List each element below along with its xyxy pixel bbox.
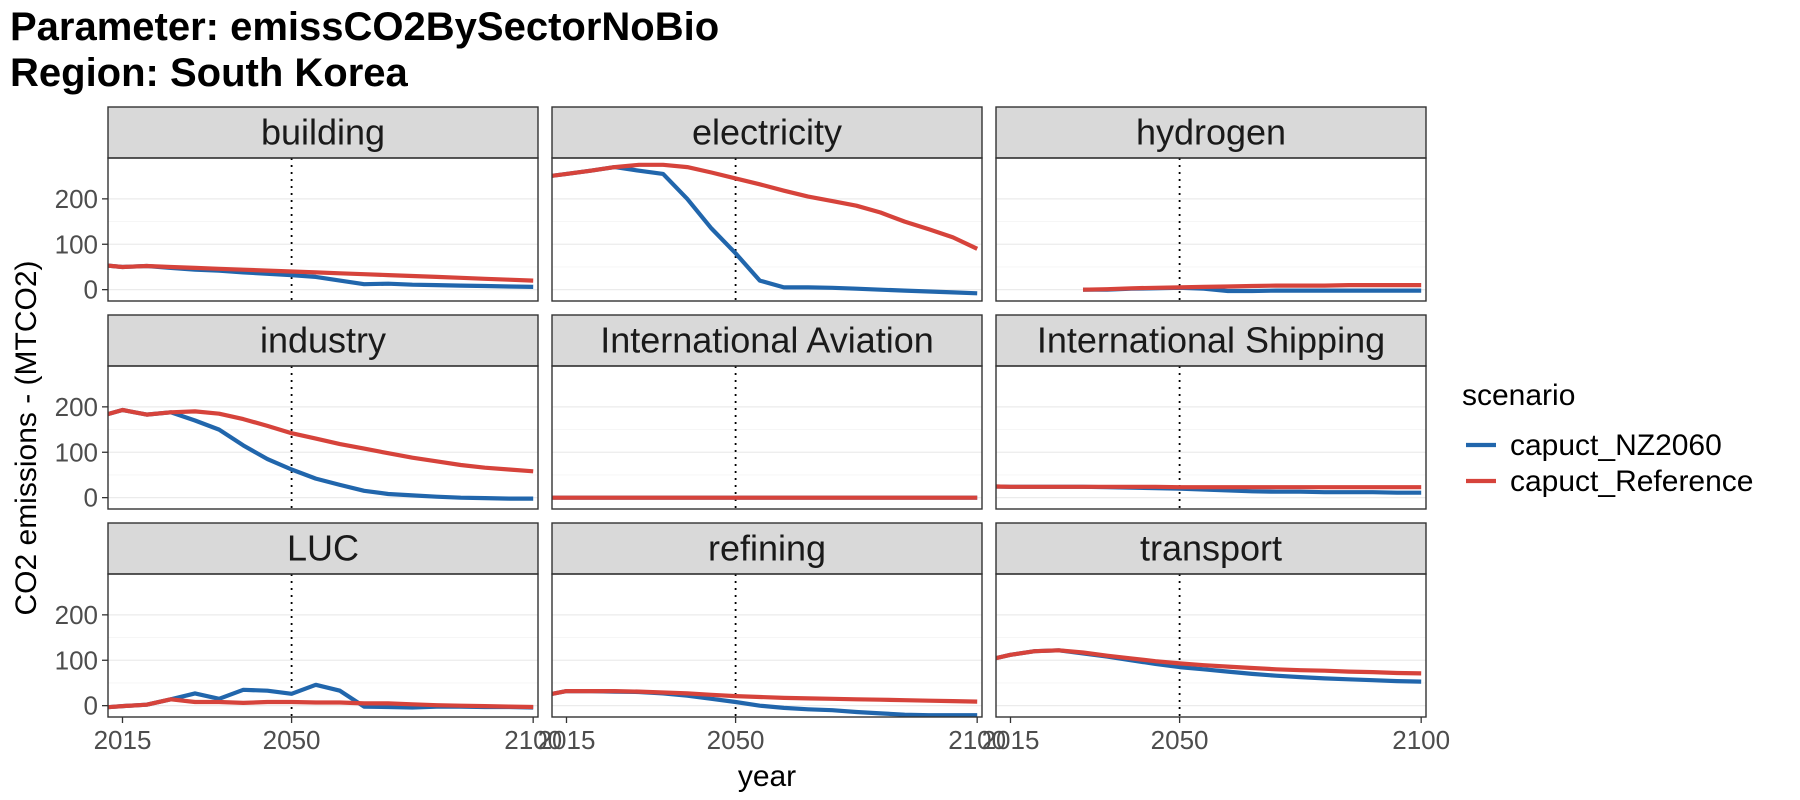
strip-label-hydrogen: hydrogen <box>1136 112 1286 153</box>
x-tick-label: 2050 <box>707 725 765 755</box>
series-group-hydrogen <box>1082 283 1422 294</box>
strip-label-industry: industry <box>260 320 386 361</box>
series-line-capuct-reference-industry <box>108 407 534 474</box>
y-tick-label: 100 <box>55 229 98 259</box>
panel-border-refining <box>551 573 983 718</box>
x-tick-label: 2050 <box>1151 725 1209 755</box>
panel-industry: industry 0 100 200 <box>55 314 539 513</box>
x-tick-label: 2100 <box>1392 725 1450 755</box>
panel-border-transport <box>995 573 1427 718</box>
x-axis-title: year <box>738 760 796 793</box>
series-group-luc <box>108 682 534 710</box>
x-tick-label: 2050 <box>263 725 321 755</box>
panel-border-hydrogen <box>995 157 1427 302</box>
panel-hydrogen: hydrogen <box>995 106 1427 302</box>
panel-international-aviation: International Aviation <box>551 314 983 510</box>
strip-hydrogen <box>995 106 1427 159</box>
panel-border-luc <box>107 573 539 718</box>
panel-border-electricity <box>551 157 983 302</box>
series-line-capuct-nz2060-refining <box>552 688 978 717</box>
y-tick-label: 0 <box>84 483 98 513</box>
panel-building: building 0 100 200 <box>55 106 539 305</box>
x-tick-label: 2015 <box>538 725 596 755</box>
legend-title: scenario <box>1462 379 1575 412</box>
panel-international-shipping: International Shipping <box>995 314 1427 510</box>
strip-label-international-aviation: International Aviation <box>600 320 934 361</box>
series-group-building <box>108 263 534 289</box>
series-line-capuct-reference-refining <box>552 688 978 704</box>
y-axis-title: CO2 emissions - (MTCO2) <box>10 260 43 615</box>
panel-electricity: electricity <box>551 106 983 302</box>
panel-border-building <box>107 157 539 302</box>
series-line-capuct-reference-luc <box>108 697 534 710</box>
legend-label-capuct-nz2060: capuct_NZ2060 <box>1510 429 1722 462</box>
strip-luc <box>107 522 539 575</box>
series-group-industry <box>108 407 534 501</box>
panel-luc: LUC 0 100 200 2015 2050 2100 <box>55 522 562 755</box>
series-line-capuct-reference-international-shipping <box>996 484 1422 490</box>
x-tick-label: 2100 <box>948 725 1006 755</box>
strip-label-international-shipping: International Shipping <box>1037 320 1385 361</box>
strip-label-refining: refining <box>708 528 826 569</box>
panel-border-industry <box>107 365 539 510</box>
y-tick-label: 0 <box>84 691 98 721</box>
strip-electricity <box>551 106 983 159</box>
series-line-capuct-reference-hydrogen <box>1082 283 1422 292</box>
strip-international-shipping <box>995 314 1427 367</box>
strip-label-luc: LUC <box>287 528 359 569</box>
series-group-refining <box>552 688 978 717</box>
y-tick-label: 200 <box>55 392 98 422</box>
facet-panels: building 0 100 200 electricity hydrogen indust… <box>55 106 1450 755</box>
y-tick-label: 200 <box>55 184 98 214</box>
strip-label-transport: transport <box>1140 528 1282 569</box>
series-group-electricity <box>552 162 979 296</box>
series-group-international-shipping <box>996 484 1422 495</box>
panel-transport: transport 2015 2050 2100 <box>982 522 1450 755</box>
strip-refining <box>551 522 983 575</box>
panel-refining: refining 2015 2050 2100 <box>538 522 1006 755</box>
y-tick-label: 100 <box>55 437 98 467</box>
y-tick-label: 100 <box>55 645 98 675</box>
x-tick-label: 2100 <box>504 725 562 755</box>
y-tick-label: 0 <box>84 275 98 305</box>
x-tick-label: 2015 <box>94 725 152 755</box>
series-line-capuct-nz2060-industry <box>108 407 534 501</box>
panel-border-international-shipping <box>995 365 1427 510</box>
series-line-capuct-reference-transport <box>996 648 1422 676</box>
y-tick-label: 200 <box>55 600 98 630</box>
legend-label-capuct-reference: capuct_Reference <box>1510 465 1754 498</box>
strip-industry <box>107 314 539 367</box>
chart-title-line-1: Parameter: emissCO2BySectorNoBio <box>10 5 719 49</box>
x-tick-label: 2015 <box>982 725 1040 755</box>
chart-title-line-2: Region: South Korea <box>10 51 409 95</box>
strip-label-electricity: electricity <box>692 112 842 153</box>
series-line-capuct-reference-electricity <box>552 162 979 251</box>
strip-transport <box>995 522 1427 575</box>
strip-label-building: building <box>261 112 385 153</box>
strip-international-aviation <box>551 314 983 367</box>
series-group-transport <box>996 648 1422 684</box>
panel-border-international-aviation <box>551 365 983 510</box>
strip-building <box>107 106 539 159</box>
series-line-capuct-reference-building <box>108 263 534 283</box>
